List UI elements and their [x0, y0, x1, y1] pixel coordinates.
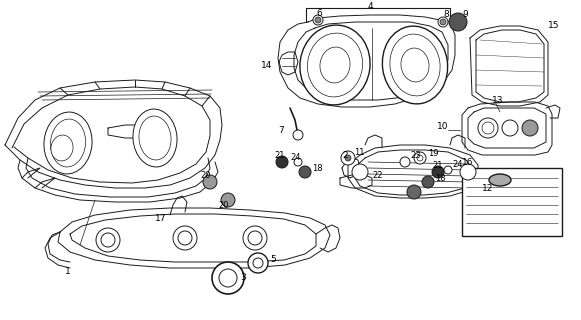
Circle shape	[449, 13, 467, 31]
Circle shape	[400, 157, 410, 167]
Text: 20: 20	[218, 201, 228, 210]
Ellipse shape	[133, 109, 177, 167]
Text: 18: 18	[312, 164, 322, 172]
Circle shape	[203, 175, 217, 189]
Text: 24: 24	[452, 159, 462, 169]
Text: 8: 8	[443, 10, 449, 19]
Circle shape	[243, 226, 267, 250]
Circle shape	[253, 258, 263, 268]
Ellipse shape	[390, 34, 440, 96]
Text: 14: 14	[261, 60, 272, 69]
Circle shape	[248, 231, 262, 245]
Ellipse shape	[489, 174, 511, 186]
Ellipse shape	[382, 26, 447, 104]
Ellipse shape	[401, 48, 429, 82]
Text: 22: 22	[372, 171, 382, 180]
Circle shape	[313, 15, 323, 25]
Text: 20: 20	[200, 171, 210, 180]
Circle shape	[440, 19, 446, 25]
Text: 17: 17	[155, 213, 167, 222]
Text: 9: 9	[462, 10, 468, 19]
Circle shape	[414, 152, 426, 164]
Circle shape	[460, 164, 476, 180]
Ellipse shape	[300, 25, 370, 105]
Text: 10: 10	[436, 122, 448, 131]
Text: 21: 21	[432, 161, 443, 170]
Circle shape	[212, 262, 244, 294]
Text: 15: 15	[548, 20, 560, 29]
Ellipse shape	[51, 119, 85, 167]
Ellipse shape	[320, 47, 350, 83]
Circle shape	[432, 166, 444, 178]
Circle shape	[345, 155, 351, 161]
Circle shape	[178, 231, 192, 245]
Circle shape	[294, 158, 302, 166]
Text: 6: 6	[316, 9, 322, 18]
Text: 21: 21	[274, 150, 285, 159]
Ellipse shape	[139, 116, 171, 160]
FancyBboxPatch shape	[462, 168, 562, 236]
Text: 23: 23	[410, 150, 421, 159]
Ellipse shape	[44, 112, 92, 174]
Text: 16: 16	[462, 157, 474, 166]
Circle shape	[96, 228, 120, 252]
Text: 19: 19	[428, 148, 439, 157]
Circle shape	[444, 166, 452, 174]
Text: 12: 12	[482, 183, 493, 193]
Text: 3: 3	[240, 274, 246, 283]
Circle shape	[221, 193, 235, 207]
Circle shape	[407, 185, 421, 199]
Circle shape	[219, 269, 237, 287]
Circle shape	[173, 226, 197, 250]
Text: 24: 24	[290, 153, 300, 162]
Text: 13: 13	[492, 95, 504, 105]
Circle shape	[248, 253, 268, 273]
Circle shape	[293, 130, 303, 140]
Text: 2: 2	[342, 150, 347, 159]
Text: 7: 7	[278, 125, 284, 134]
Text: 5: 5	[270, 255, 276, 265]
Circle shape	[417, 155, 423, 161]
Circle shape	[502, 120, 518, 136]
Circle shape	[422, 176, 434, 188]
Circle shape	[299, 166, 311, 178]
Circle shape	[482, 122, 494, 134]
Text: 11: 11	[354, 148, 364, 156]
Circle shape	[352, 164, 368, 180]
Ellipse shape	[51, 135, 73, 161]
Text: 18: 18	[435, 173, 446, 182]
Circle shape	[478, 118, 498, 138]
Text: 1: 1	[65, 268, 71, 276]
Circle shape	[276, 156, 288, 168]
Circle shape	[438, 17, 448, 27]
Circle shape	[315, 17, 321, 23]
Circle shape	[101, 233, 115, 247]
Circle shape	[522, 120, 538, 136]
Ellipse shape	[307, 33, 363, 97]
Text: 4: 4	[367, 2, 373, 11]
Circle shape	[341, 151, 355, 165]
